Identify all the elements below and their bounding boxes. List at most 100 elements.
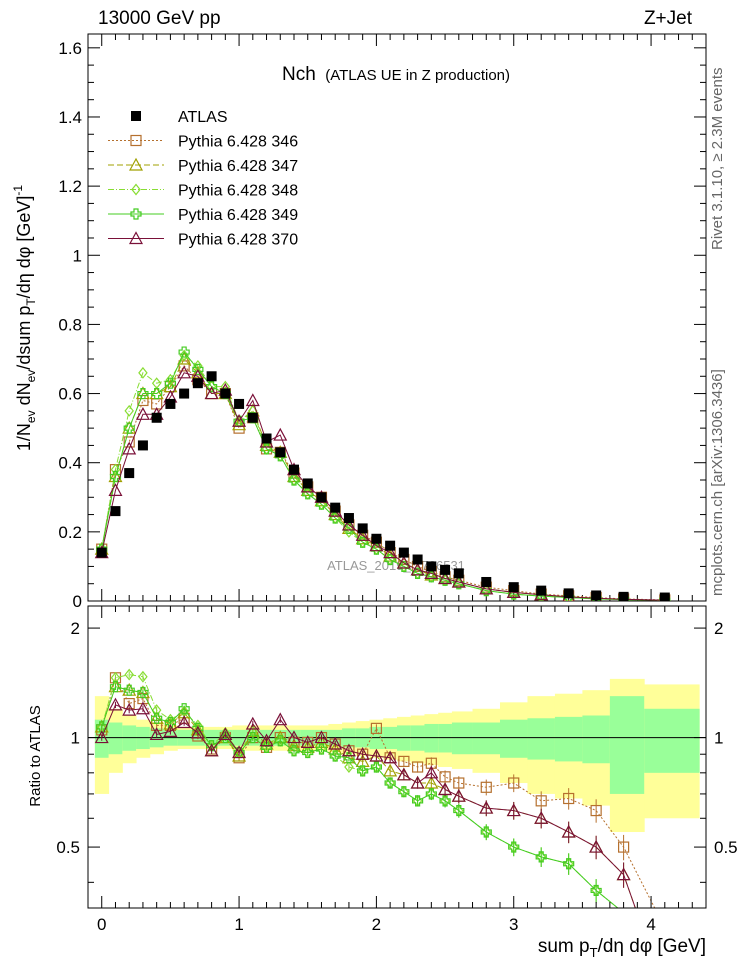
ratio-line [101,704,636,908]
data-point [151,387,163,400]
legend-marker [131,111,141,121]
main-data [94,346,671,601]
ratio-point [425,788,437,800]
ratio-point [412,761,424,773]
uncertainty-bands [94,678,700,833]
series-line [101,358,665,601]
ratio-point [300,735,315,748]
ratio-point [204,743,219,757]
ratio-point [453,777,465,789]
data-point [137,394,149,407]
data-point [232,417,247,431]
data-point [355,531,370,545]
data-point [451,574,466,588]
ratio-point [302,746,314,759]
y-tick-label: 1 [71,729,80,748]
inner-band [500,719,528,758]
inner-band [438,723,453,753]
ratio-point [178,703,190,715]
main-frame [87,33,707,602]
data-point [341,517,356,531]
data-point [232,413,247,427]
atlas-point [220,388,231,399]
data-point [123,422,135,434]
ratio-point [617,841,630,853]
legend: ATLAS Pythia 6.428 346 Pythia 6.428 347 Pyt… [108,109,298,249]
ratio-panel: 0 1 2 3 4 0.5 0.5 1 1 2 2 Ratio to ATLAS sum pT/dη… [27,605,738,960]
data-point [124,404,134,417]
y-tick-label: 0.4 [58,454,82,473]
atlas-point [96,547,107,558]
y-tick-label-right: 0.5 [714,838,738,857]
ratio-point [451,788,466,802]
ratio-point [480,781,492,793]
ratio-point [369,748,384,762]
ratio-point [439,771,451,783]
ratio-point [616,867,631,881]
inner-band [527,718,556,760]
data-point [355,528,370,541]
data-point [122,441,137,455]
ratio-point [590,804,602,817]
legend-label: Pythia 6.428 349 [178,207,298,224]
data-point [273,427,288,441]
data-point [396,555,411,569]
atlas-point [110,506,121,517]
legend-marker [130,134,142,147]
energy-label: 13000 GeV pp [98,8,221,29]
ratio-point [589,839,604,853]
legend-label: Pythia 6.428 370 [178,232,298,249]
ratio-point [563,858,575,870]
legend-entry: Pythia 6.428 348 [108,183,298,200]
ratio-point [110,671,121,684]
atlas-point [453,568,464,579]
atlas-point [343,513,354,524]
atlas-point [289,464,299,475]
x-tick-label: 4 [646,915,655,934]
ratio-point [398,786,410,798]
x-axis-label: sum pT/dη dφ [GeV] [538,936,706,960]
atlas-point [261,433,272,444]
data-point [109,470,122,483]
atlas-point [563,588,574,599]
atlas-point [398,547,409,558]
ratio-point [315,743,328,755]
ratio-point [508,777,520,789]
ratio-point [563,792,575,805]
data-point [369,538,384,552]
ratio-point [192,722,204,734]
data-point [138,366,148,379]
ratio-point [164,716,176,729]
legend-entry: Pythia 6.428 347 [108,157,298,175]
data-point [300,483,315,496]
inner-band [582,715,611,764]
ratio-point [453,804,465,817]
ratio-point [286,730,302,744]
atlas-point [357,523,368,534]
y-tick-label: 1.6 [58,39,82,58]
ratio-point [341,743,356,757]
x-tick-label: 1 [234,915,243,934]
inner-band [451,722,474,755]
data-point [480,585,492,597]
series-atlas [96,371,670,601]
ratio-point [424,765,439,779]
site-label: mcplots.cern.ch [arXiv:1306.3436] [709,369,726,596]
atlas-point [481,576,492,587]
inner-band [554,716,583,762]
atlas-point [179,388,190,399]
atlas-point [330,502,341,513]
ratio-point [314,730,329,744]
ratio-point [355,746,370,760]
atlas-point [412,554,423,565]
main-y-label: 1/Nev dNev/dsum pT/dη dφ [GeV]-1 [11,185,38,452]
ratio-point [138,670,148,683]
atlas-point [151,412,162,423]
data-point [135,407,150,420]
data-point [383,545,398,559]
y-tick-label: 0.6 [58,385,82,404]
inner-band [410,725,425,751]
ratio-point [506,803,521,817]
ratio-point [384,777,396,789]
data-point [108,483,123,496]
